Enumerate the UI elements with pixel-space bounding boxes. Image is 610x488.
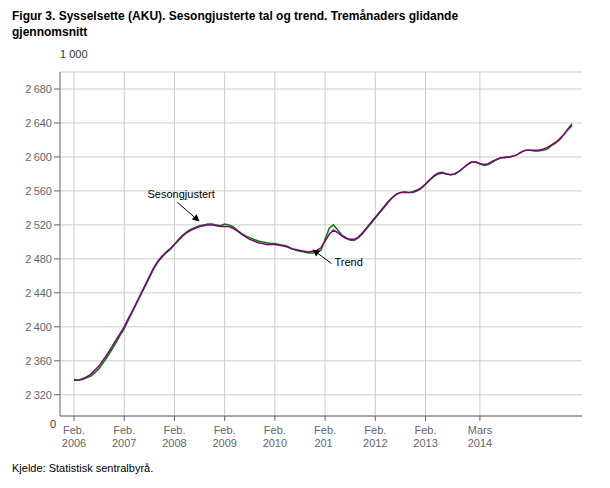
svg-text:2 400: 2 400 bbox=[25, 321, 52, 333]
svg-text:Feb.2007: Feb.2007 bbox=[112, 424, 136, 449]
svg-text:2 360: 2 360 bbox=[25, 355, 52, 367]
svg-text:2 600: 2 600 bbox=[25, 151, 52, 163]
svg-text:Feb.2006: Feb.2006 bbox=[62, 424, 86, 449]
svg-text:2 560: 2 560 bbox=[25, 185, 52, 197]
svg-text:Feb.2009: Feb.2009 bbox=[212, 424, 236, 449]
svg-text:2 640: 2 640 bbox=[25, 117, 52, 129]
svg-text:Sesongjustert: Sesongjustert bbox=[148, 188, 215, 200]
svg-text:Feb.201: Feb.201 bbox=[314, 424, 336, 449]
svg-text:Feb.2010: Feb.2010 bbox=[263, 424, 287, 449]
svg-text:2 520: 2 520 bbox=[25, 219, 52, 231]
svg-text:2 480: 2 480 bbox=[25, 253, 52, 265]
svg-text:2 440: 2 440 bbox=[25, 287, 52, 299]
html-text:1 000: 1 000 bbox=[60, 48, 88, 60]
html-text:Figur 3. Sysselsette (AKU). Se: Figur 3. Sysselsette (AKU). Sesongjuster… bbox=[12, 9, 459, 39]
html-text:0: 0 bbox=[49, 418, 56, 430]
svg-text:Feb.2013: Feb.2013 bbox=[413, 424, 437, 449]
svg-text:2 680: 2 680 bbox=[25, 83, 52, 95]
html-text:Kjelde: Statistisk sentralbyrå: Kjelde: Statistisk sentralbyrå. bbox=[12, 462, 154, 474]
svg-text:Feb.2012: Feb.2012 bbox=[363, 424, 387, 449]
svg-text:Feb.2008: Feb.2008 bbox=[162, 424, 186, 449]
svg-text:Trend: Trend bbox=[335, 256, 363, 268]
svg-text:2 320: 2 320 bbox=[25, 389, 52, 401]
svg-text:Mars2014: Mars2014 bbox=[468, 424, 493, 449]
